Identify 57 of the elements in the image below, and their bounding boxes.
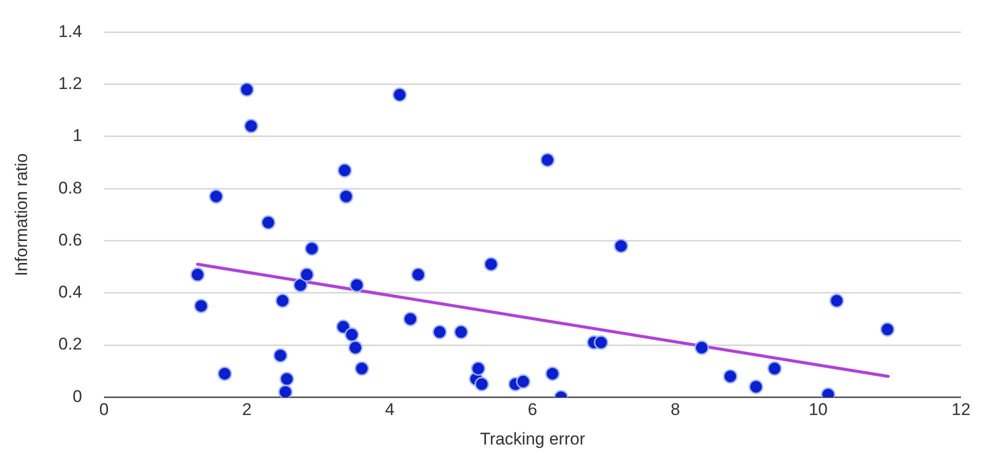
- point: [484, 256, 498, 272]
- x-tick-label: 2: [242, 400, 252, 420]
- point: [280, 372, 294, 386]
- point: [336, 320, 351, 334]
- y-tick-label: 0.2: [58, 334, 82, 354]
- point: [304, 241, 320, 256]
- y-axis-title: Information ratio: [12, 153, 31, 276]
- y-tick-label: 1.2: [58, 74, 82, 94]
- x-tick-label: 0: [99, 400, 109, 420]
- point: [194, 298, 208, 314]
- y-tick-label: 0.4: [58, 282, 82, 302]
- point: [240, 82, 254, 97]
- y-tick-label: 1: [72, 126, 82, 146]
- x-axis-title: Tracking error: [480, 429, 586, 448]
- point: [767, 361, 782, 376]
- y-tick-label: 0: [72, 386, 82, 406]
- point: [337, 163, 352, 178]
- point: [829, 293, 844, 308]
- point: [344, 327, 360, 342]
- point: [470, 361, 486, 376]
- point: [392, 88, 407, 102]
- point: [190, 267, 205, 282]
- point: [275, 293, 290, 308]
- point: [411, 267, 426, 282]
- point: [338, 189, 354, 204]
- x-tick-label: 6: [528, 400, 538, 420]
- point: [748, 380, 764, 394]
- point: [354, 361, 370, 376]
- point: [432, 324, 447, 340]
- point: [516, 374, 530, 389]
- x-tick-label: 4: [384, 400, 394, 420]
- point: [723, 369, 738, 384]
- x-tick-label: 8: [670, 400, 680, 420]
- point: [350, 278, 364, 292]
- point: [348, 340, 363, 355]
- point: [614, 238, 628, 254]
- point: [594, 335, 608, 350]
- point: [244, 118, 258, 134]
- point: [217, 366, 232, 381]
- point: [454, 324, 468, 340]
- y-tick-label: 0.6: [58, 230, 82, 250]
- point: [880, 322, 895, 337]
- point: [273, 348, 288, 363]
- point: [208, 189, 224, 204]
- point: [300, 267, 314, 282]
- point: [694, 340, 710, 355]
- point: [278, 384, 293, 398]
- x-tick-label: 12: [952, 400, 970, 420]
- point: [474, 376, 490, 392]
- point: [545, 366, 560, 381]
- point: [403, 312, 418, 326]
- point: [293, 278, 308, 292]
- x-tick-label: 10: [808, 400, 828, 420]
- point: [261, 215, 276, 230]
- y-tick-label: 0.8: [58, 178, 82, 198]
- point: [540, 152, 555, 168]
- y-tick-label: 1.4: [58, 22, 82, 41]
